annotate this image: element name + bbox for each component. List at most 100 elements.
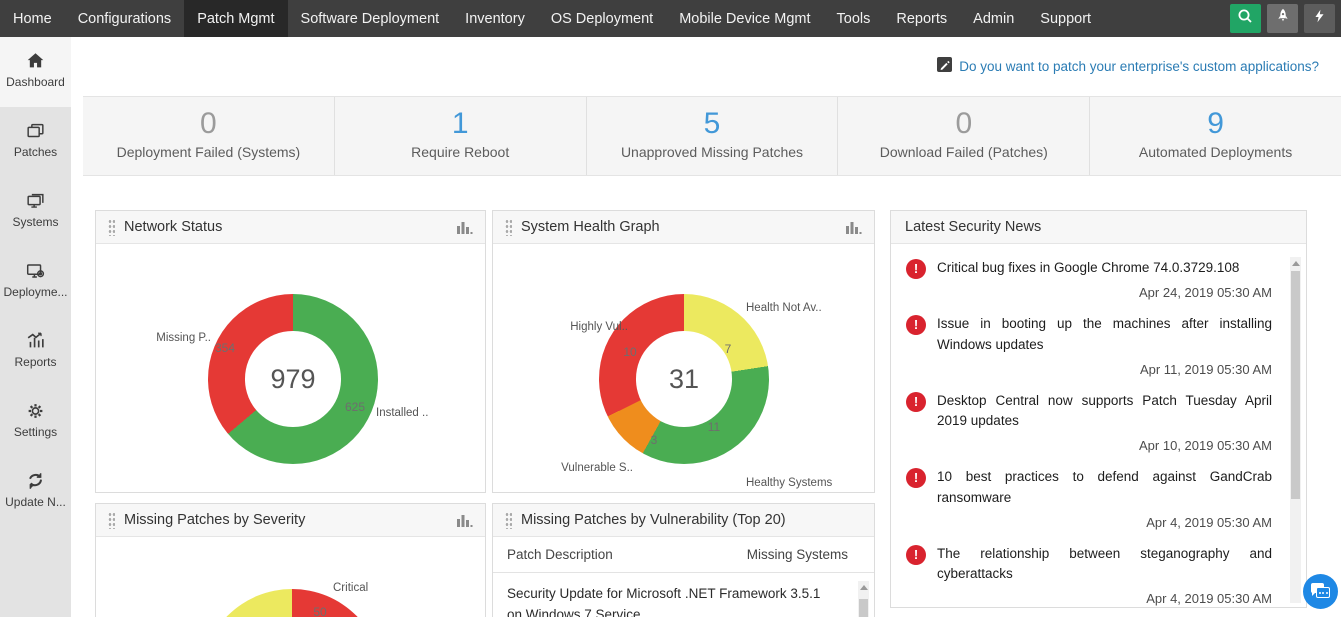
scrollbar[interactable] xyxy=(858,581,869,617)
alert-icon: ! xyxy=(906,391,926,412)
nav-item-admin[interactable]: Admin xyxy=(973,10,1015,27)
drag-handle-icon[interactable] xyxy=(505,511,512,529)
gear-icon xyxy=(0,400,71,422)
nav-item-os-deployment[interactable]: OS Deployment xyxy=(550,10,654,27)
news-date: Apr 24, 2019 05:30 AM xyxy=(1139,285,1272,301)
card-header: Missing Patches by Vulnerability (Top 20… xyxy=(493,504,874,537)
pencil-icon xyxy=(937,56,953,77)
stat-value: 0 xyxy=(955,107,973,140)
vulnerability-table: Patch Description Missing Systems Securi… xyxy=(493,537,874,617)
lightning-icon xyxy=(1312,7,1327,30)
alert-icon: ! xyxy=(906,315,926,336)
network-status-card: Network Status 979 Missing P.. 354 625 I… xyxy=(95,210,486,493)
stat-label: Download Failed (Patches) xyxy=(879,144,1048,160)
scroll-thumb[interactable] xyxy=(859,599,868,617)
sidebar-item-dashboard[interactable]: Dashboard xyxy=(0,37,71,107)
slice-value-missing: 354 xyxy=(214,341,236,355)
banner-row: Do you want to patch your enterprise's c… xyxy=(71,37,1341,96)
severity-chart: Critical 50 xyxy=(96,537,485,617)
severity-card: Missing Patches by Severity Critical 50 xyxy=(95,503,486,617)
sidebar-item-label: Dashboard xyxy=(6,75,65,89)
news-item[interactable]: ! Desktop Central now supports Patch Tue… xyxy=(891,377,1306,454)
sidebar-item-label: Patches xyxy=(13,145,58,159)
patches-icon xyxy=(0,120,71,142)
scroll-up-arrow-icon[interactable] xyxy=(1291,261,1300,266)
stat-download-failed[interactable]: 0 Download Failed (Patches) xyxy=(837,97,1089,175)
network-status-donut[interactable]: 979 xyxy=(208,294,378,464)
deployment-icon xyxy=(0,260,71,282)
card-title: Missing Patches by Severity xyxy=(124,512,306,528)
sidebar-item-deployment[interactable]: Deployme... xyxy=(0,247,71,317)
chart-toggle-icon[interactable] xyxy=(457,220,473,234)
nav-item-patch-mgmt[interactable]: Patch Mgmt xyxy=(184,0,288,37)
nav-item-support[interactable]: Support xyxy=(1040,10,1092,27)
alert-icon: ! xyxy=(906,544,926,565)
news-title: The relationship between steganography a… xyxy=(937,545,1272,581)
scroll-thumb[interactable] xyxy=(1291,271,1300,499)
sidebar-item-reports[interactable]: Reports xyxy=(0,317,71,387)
slice-label-highly-vulnerable: Highly Vul.. xyxy=(570,321,628,333)
nav-item-software-deployment[interactable]: Software Deployment xyxy=(300,10,440,27)
system-health-chart: 31 Health Not Av.. 7 Highly Vul.. 10 Vul… xyxy=(493,244,874,493)
drag-handle-icon[interactable] xyxy=(505,218,512,236)
main-content: Do you want to patch your enterprise's c… xyxy=(71,37,1341,617)
nav-item-configurations[interactable]: Configurations xyxy=(77,10,172,27)
alert-icon: ! xyxy=(906,468,926,489)
stat-deployment-failed[interactable]: 0 Deployment Failed (Systems) xyxy=(83,97,334,175)
column-header-missing-systems: Missing Systems xyxy=(746,547,848,562)
news-date: Apr 4, 2019 05:30 AM xyxy=(1146,591,1272,607)
sidebar-item-label: Reports xyxy=(14,355,57,369)
news-item[interactable]: ! 10 best practices to defend against Ga… xyxy=(891,453,1306,530)
system-health-card: System Health Graph 31 Health Not Av.. 7… xyxy=(492,210,875,493)
news-item[interactable]: ! The relationship between steganography… xyxy=(891,530,1306,607)
stat-automated-deployments[interactable]: 9 Automated Deployments xyxy=(1089,97,1341,175)
nav-item-inventory[interactable]: Inventory xyxy=(465,10,525,27)
news-item[interactable]: ! Critical bug fixes in Google Chrome 74… xyxy=(891,244,1306,300)
slice-value-critical: 50 xyxy=(313,605,327,617)
scroll-up-arrow-icon[interactable] xyxy=(859,585,868,590)
sidebar-item-systems[interactable]: Systems xyxy=(0,177,71,247)
card-title: Latest Security News xyxy=(905,219,1042,235)
drag-handle-icon[interactable] xyxy=(108,511,115,529)
slice-label-installed: Installed .. xyxy=(376,407,429,419)
chart-toggle-icon[interactable] xyxy=(846,220,862,234)
stat-require-reboot[interactable]: 1 Require Reboot xyxy=(333,97,586,175)
card-header: System Health Graph xyxy=(493,211,874,244)
nav-item-mobile-device-mgmt[interactable]: Mobile Device Mgmt xyxy=(679,10,811,27)
news-title: Critical bug fixes in Google Chrome 74.0… xyxy=(937,260,1240,275)
drag-handle-icon[interactable] xyxy=(108,218,115,236)
sidebar-item-label: Update N... xyxy=(5,495,66,509)
nav-item-home[interactable]: Home xyxy=(13,10,52,27)
scrollbar[interactable] xyxy=(1290,257,1301,603)
news-item[interactable]: ! Issue in booting up the machines after… xyxy=(891,300,1306,377)
stat-label: Unapproved Missing Patches xyxy=(620,144,804,160)
chat-button[interactable] xyxy=(1303,574,1338,609)
search-button[interactable] xyxy=(1230,4,1261,33)
sidebar-item-settings[interactable]: Settings xyxy=(0,387,71,457)
system-health-donut[interactable]: 31 xyxy=(599,294,769,464)
table-row[interactable]: Security Update for Microsoft .NET Frame… xyxy=(493,573,874,617)
patch-description-cell: Security Update for Microsoft .NET Frame… xyxy=(507,586,821,617)
donut-center-total: 31 xyxy=(668,363,700,394)
nav-item-reports[interactable]: Reports xyxy=(896,10,948,27)
quick-actions-button[interactable] xyxy=(1304,4,1335,33)
nav-item-tools[interactable]: Tools xyxy=(836,10,871,27)
chat-icon xyxy=(1316,587,1330,598)
sidebar-item-label: Deployme... xyxy=(3,285,68,299)
sidebar-item-patches[interactable]: Patches xyxy=(0,107,71,177)
network-status-chart: 979 Missing P.. 354 625 Installed .. xyxy=(96,244,485,493)
chart-toggle-icon[interactable] xyxy=(457,513,473,527)
card-title: Missing Patches by Vulnerability (Top 20… xyxy=(521,512,786,528)
news-date: Apr 10, 2019 05:30 AM xyxy=(1139,438,1272,454)
slice-label-healthy-systems: Healthy Systems xyxy=(746,477,833,489)
nav-spacer xyxy=(1104,0,1227,37)
stat-unapproved-missing[interactable]: 5 Unapproved Missing Patches xyxy=(585,97,838,175)
top-nav: Home Configurations Patch Mgmt Software … xyxy=(0,0,1341,37)
vulnerability-card: Missing Patches by Vulnerability (Top 20… xyxy=(492,503,875,617)
slice-label-vulnerable-systems: Vulnerable S.. xyxy=(561,462,633,474)
column-header-patch-description: Patch Description xyxy=(507,547,613,562)
custom-apps-link[interactable]: Do you want to patch your enterprise's c… xyxy=(959,59,1319,74)
getting-started-button[interactable] xyxy=(1267,4,1298,33)
stat-value: 1 xyxy=(451,107,469,140)
sidebar-item-update[interactable]: Update N... xyxy=(0,457,71,527)
